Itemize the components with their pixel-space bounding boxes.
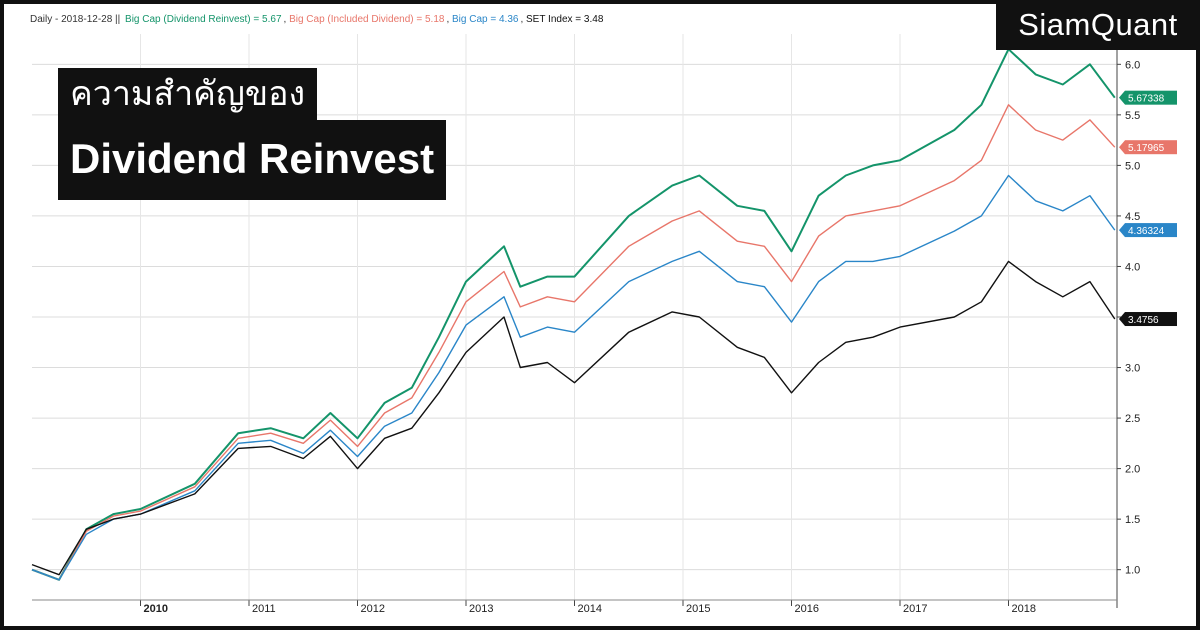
x-tick-label: 2017 (903, 603, 927, 615)
x-tick-label: 2013 (469, 603, 493, 615)
title-line-2: Dividend Reinvest (58, 120, 447, 200)
x-tick-label: 2010 (144, 603, 168, 615)
y-tick-label: 5.5 (1125, 110, 1140, 122)
y-tick-label: 2.5 (1125, 413, 1140, 425)
value-tag-pointer (1119, 223, 1125, 238)
legend-prefix: Daily - 2018-12-28 || (30, 14, 121, 25)
value-tag-pointer (1119, 90, 1125, 105)
value-tag (1125, 140, 1177, 155)
value-tag-label: 3.4756 (1128, 315, 1159, 326)
legend-entry-dividend-reinvest: Big Cap (Dividend Reinvest) = 5.67 (125, 14, 282, 25)
legend-entry-big-cap: Big Cap = 4.36 (452, 14, 519, 25)
y-tick-label: 1.0 (1125, 565, 1140, 577)
x-tick-label: 2011 (252, 603, 276, 615)
series-line (31, 174, 1116, 581)
series-line (31, 48, 1116, 581)
value-tag (1125, 223, 1177, 238)
x-tick-label: 2014 (578, 603, 602, 615)
x-tick-label: 2018 (1012, 603, 1036, 615)
x-tick-label: 2015 (686, 603, 710, 615)
brand-logo: SiamQuant (996, 0, 1200, 50)
value-tag-pointer (1119, 140, 1125, 155)
legend-entry-included-dividend: Big Cap (Included Dividend) = 5.18 (289, 14, 445, 25)
y-tick-label: 2.0 (1125, 464, 1140, 476)
value-tag-label: 5.17965 (1128, 143, 1165, 154)
y-tick-label: 3.0 (1125, 363, 1140, 375)
y-tick-label: 6.0 (1125, 59, 1140, 71)
series-line (31, 260, 1116, 576)
series-line (31, 104, 1116, 581)
y-tick-label: 4.5 (1125, 211, 1140, 223)
value-tag-label: 4.36324 (1128, 226, 1165, 237)
chart-legend: Daily - 2018-12-28 || Big Cap (Dividend … (30, 14, 604, 25)
title-line-1: ความสำคัญของ (58, 68, 318, 120)
value-tag (1125, 90, 1177, 105)
x-tick-label: 2012 (361, 603, 385, 615)
value-tag (1125, 312, 1177, 327)
y-tick-label: 5.0 (1125, 160, 1140, 172)
value-tag-pointer (1119, 312, 1125, 327)
value-tag-label: 5.67338 (1128, 94, 1165, 105)
legend-entry-set-index: SET Index = 3.48 (526, 14, 604, 25)
x-tick-label: 2016 (795, 603, 819, 615)
y-tick-label: 1.5 (1125, 514, 1140, 526)
y-tick-label: 4.0 (1125, 261, 1140, 273)
